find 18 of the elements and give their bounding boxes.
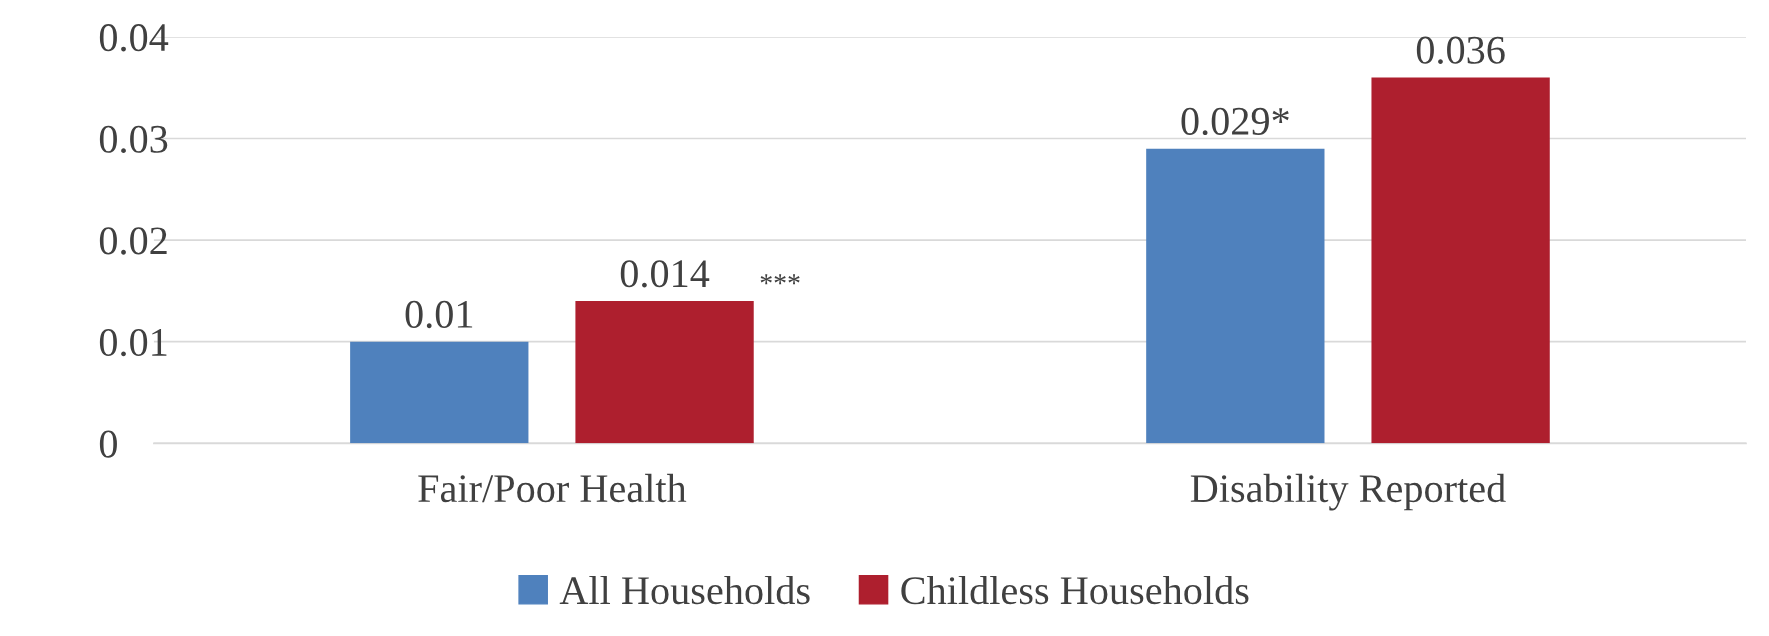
- y-tick-label: 0.02: [99, 227, 167, 255]
- bar: [1146, 148, 1325, 444]
- bar: [350, 341, 529, 444]
- legend-label: Childless Households: [901, 575, 1249, 605]
- bar: [1371, 77, 1550, 444]
- x-tick-label: Disability Reported: [1190, 473, 1506, 511]
- legend-label: All Households: [559, 575, 810, 605]
- bar: [575, 301, 754, 444]
- y-tick-label: 0.04: [99, 24, 169, 52]
- data-label: 0.029*: [1181, 107, 1289, 136]
- data-label: 0.01: [405, 300, 473, 329]
- y-tick-label: 0.03: [99, 125, 168, 154]
- y-tick-label: 0: [99, 430, 117, 458]
- data-label: 0.036: [1416, 36, 1505, 64]
- x-tick-label: Fair/Poor Health: [418, 473, 687, 503]
- annotation: ***: [760, 274, 800, 285]
- data-label: 0.014: [620, 260, 710, 288]
- y-tick-label: 0.01: [99, 328, 167, 357]
